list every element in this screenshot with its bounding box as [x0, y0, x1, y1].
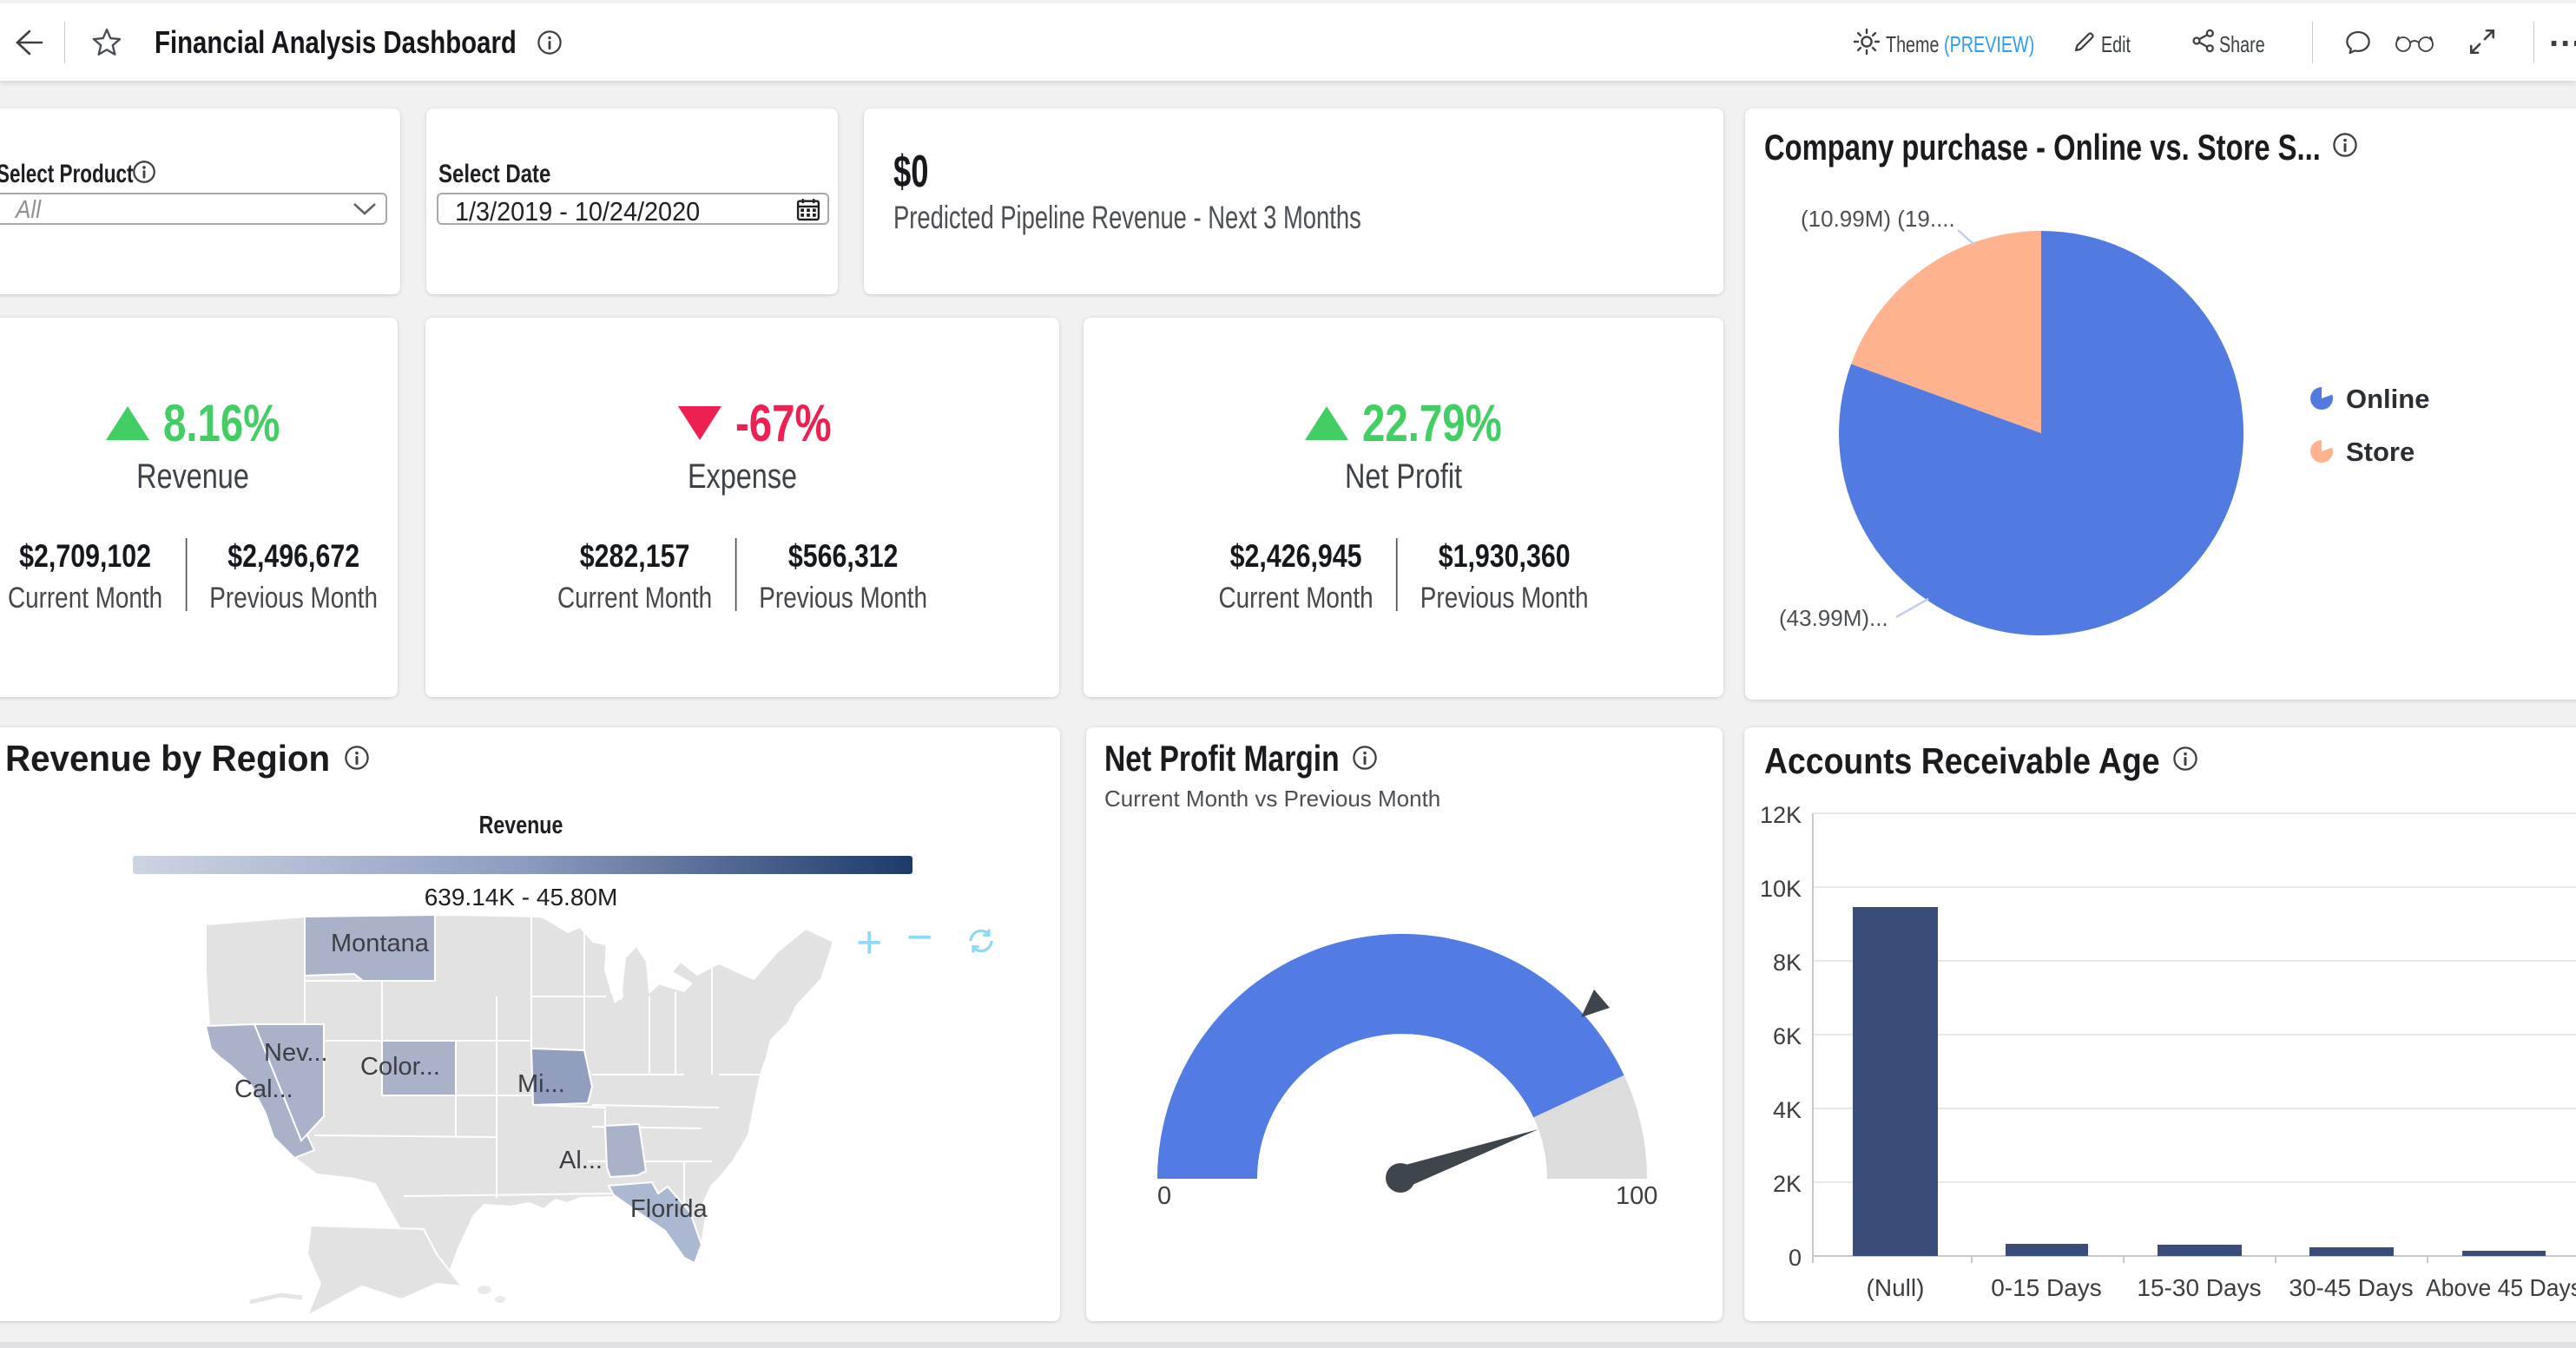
svg-text:15-30 Days: 15-30 Days [2137, 1274, 2261, 1301]
svg-text:12K: 12K [1760, 802, 1802, 828]
svg-text:(43.99M)...: (43.99M)... [1779, 605, 1888, 631]
svg-text:30-45 Days: 30-45 Days [2289, 1274, 2413, 1301]
svg-text:4K: 4K [1773, 1097, 1802, 1123]
svg-text:2K: 2K [1773, 1171, 1802, 1197]
svg-text:Al...: Al... [559, 1147, 603, 1174]
svg-text:Montana: Montana [331, 930, 430, 957]
svg-text:0-15 Days: 0-15 Days [1991, 1274, 2102, 1301]
svg-text:Florida: Florida [630, 1195, 708, 1223]
svg-text:Store: Store [2346, 437, 2415, 467]
svg-text:6K: 6K [1773, 1023, 1802, 1049]
svg-text:(Null): (Null) [1867, 1274, 1925, 1301]
svg-text:Mi...: Mi... [517, 1070, 565, 1098]
svg-text:Online: Online [2346, 384, 2429, 414]
svg-text:0: 0 [1157, 1182, 1171, 1210]
svg-text:10K: 10K [1760, 876, 1802, 902]
svg-text:Nev...: Nev... [264, 1039, 328, 1067]
svg-text:Above 45 Days: Above 45 Days [2426, 1274, 2576, 1301]
svg-text:(10.99M) (19....: (10.99M) (19.... [1801, 206, 1955, 232]
svg-text:100: 100 [1616, 1182, 1657, 1210]
svg-text:8K: 8K [1773, 950, 1802, 976]
svg-text:Color...: Color... [360, 1053, 440, 1081]
svg-text:0: 0 [1789, 1245, 1802, 1271]
svg-text:Cal...: Cal... [234, 1075, 293, 1103]
